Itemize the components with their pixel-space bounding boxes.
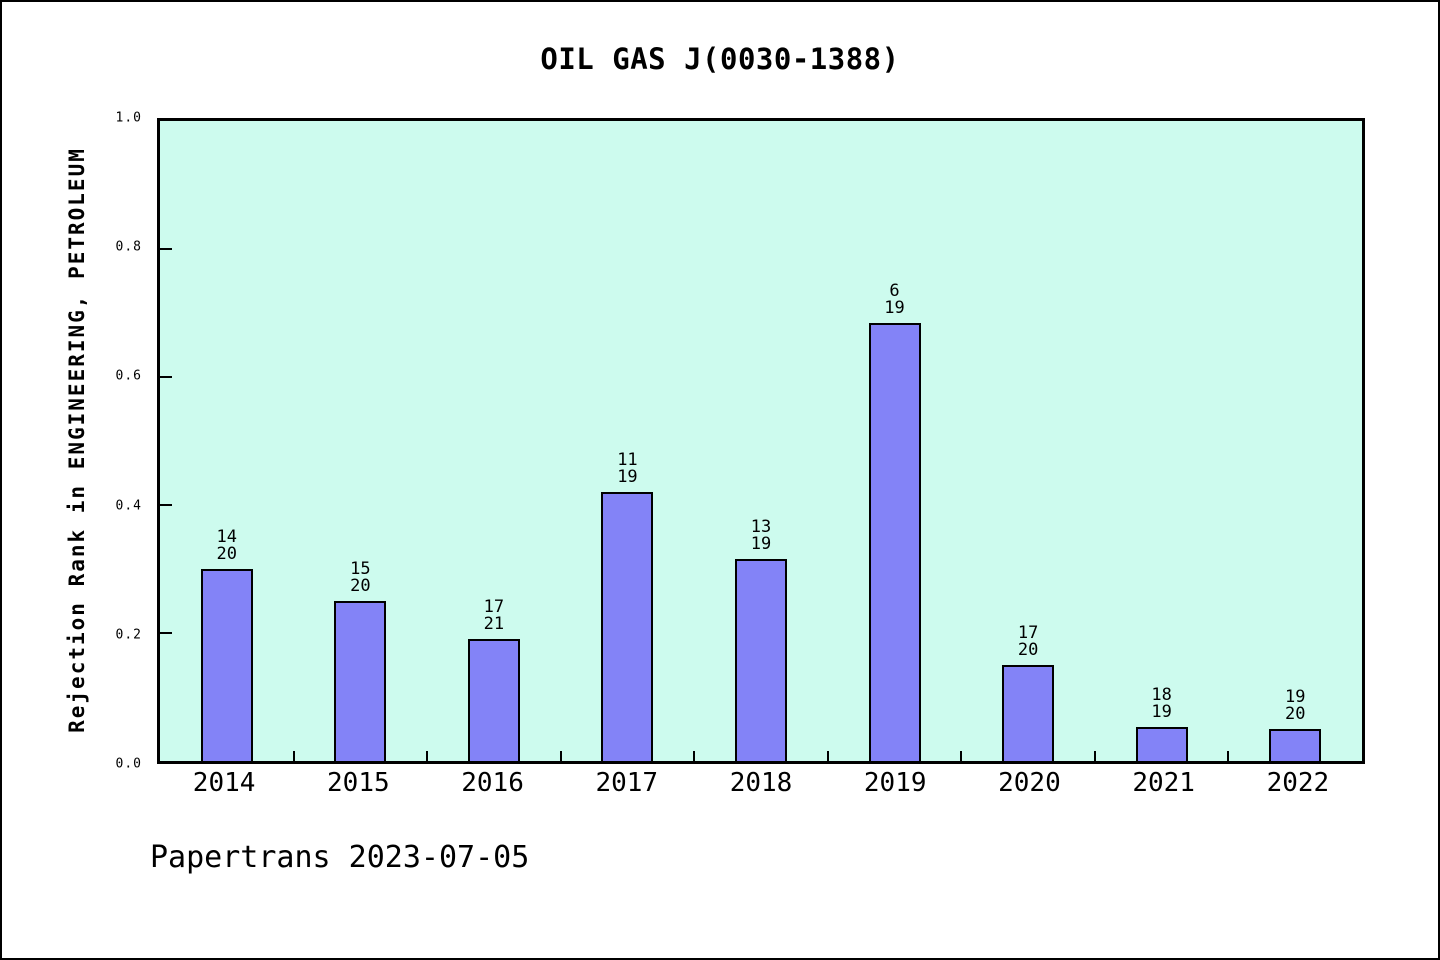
footer-watermark: Papertrans 2023-07-05 [150, 840, 530, 875]
x-tick-label: 2019 [863, 768, 927, 798]
bar-annotation: 13 19 [750, 516, 772, 554]
bar [1135, 727, 1188, 761]
x-tick-label: 2014 [192, 768, 256, 798]
bar [467, 639, 520, 761]
x-tick-mark [693, 751, 696, 761]
x-tick-label: 2020 [998, 768, 1061, 798]
x-tick-label: 2021 [1132, 768, 1195, 798]
y-tick-label: 0.8 [115, 239, 142, 255]
bar-annotation: 19 20 [1284, 687, 1306, 724]
x-tick-label: 2022 [1266, 768, 1330, 798]
y-tick-label: 0.6 [115, 368, 142, 384]
y-tick-mark [160, 504, 172, 506]
y-tick-mark [160, 632, 172, 634]
x-tick-mark [826, 751, 829, 761]
plot-area: 14 20 15 20 17 21 11 19 13 19 6 19 17 20 18 19 1… [157, 118, 1365, 764]
x-tick-label: 2017 [595, 768, 659, 798]
bar-annotation: 17 20 [1017, 623, 1039, 660]
x-tick-label: 2018 [729, 768, 793, 798]
x-tick-mark [960, 751, 963, 761]
x-tick-mark [1093, 751, 1096, 761]
bar [735, 558, 787, 761]
chart-title: OIL GAS J(0030-1388) [540, 42, 900, 76]
bar-annotation: 18 19 [1151, 685, 1172, 723]
bar [1269, 729, 1322, 761]
bar [334, 601, 387, 761]
bar [200, 569, 253, 761]
y-axis-tick-labels: 0.0 0.2 0.4 0.6 0.8 1.0 [2, 111, 150, 772]
y-tick-mark [160, 248, 172, 250]
x-axis-tick-labels: 2014 2015 2016 2017 2018 2019 2020 2021 2022 [157, 768, 1365, 802]
bar [601, 491, 654, 761]
x-tick-mark [426, 751, 429, 761]
y-tick-label: 0.4 [115, 498, 142, 514]
x-tick-label: 2015 [327, 768, 390, 798]
bar [1002, 665, 1055, 761]
y-tick-mark [160, 376, 172, 378]
bar-annotation: 11 19 [617, 449, 638, 487]
bar-annotation: 17 21 [483, 597, 505, 635]
y-tick-label: 1.0 [115, 110, 142, 126]
bar-annotation: 15 20 [350, 559, 371, 596]
x-tick-mark [559, 751, 562, 761]
x-tick-mark [292, 751, 295, 761]
x-tick-label: 2016 [461, 768, 524, 798]
y-tick-label: 0.2 [115, 627, 142, 643]
x-tick-mark [1227, 751, 1230, 761]
bar [868, 323, 921, 761]
bar-annotation: 14 20 [216, 527, 237, 564]
y-tick-label: 0.0 [115, 756, 142, 772]
bar-annotation: 6 19 [884, 281, 905, 319]
